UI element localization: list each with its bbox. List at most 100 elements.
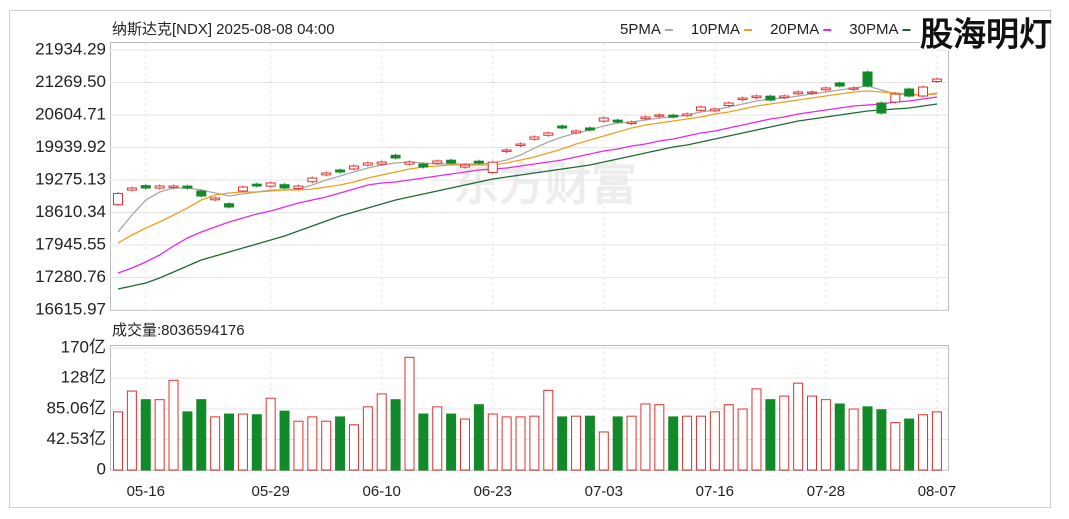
candle-body	[515, 143, 526, 147]
volume-bar	[571, 415, 582, 471]
volume-bar	[737, 408, 748, 471]
volume-bar	[307, 416, 318, 471]
candle-body	[126, 187, 137, 191]
candle-body	[598, 117, 609, 122]
x-tick-label: 06-10	[363, 483, 401, 500]
candle-body	[751, 95, 762, 99]
volume-bar	[126, 390, 137, 471]
x-tick-label: 05-16	[127, 483, 165, 500]
candle-body	[196, 190, 207, 197]
volume-bar	[182, 411, 193, 471]
candle-body	[140, 185, 151, 189]
candle-body	[529, 136, 540, 140]
volume-bar	[598, 431, 609, 471]
y-tick-label: 16615.97	[35, 299, 106, 318]
volume-bar	[265, 397, 276, 471]
candle-body	[890, 93, 901, 103]
candle-body	[807, 91, 817, 94]
candle-body	[432, 160, 443, 164]
candle-body	[418, 163, 429, 168]
x-tick-label: 07-03	[585, 483, 623, 500]
volume-bar	[404, 356, 415, 471]
volume-bar	[890, 422, 901, 471]
volume-bar	[515, 416, 526, 471]
candle-body	[820, 87, 831, 91]
candle-body	[793, 91, 804, 95]
volume-bar	[293, 420, 304, 471]
candle-body	[765, 95, 776, 101]
volume-bar	[584, 415, 595, 471]
candle-body	[654, 114, 665, 117]
candle-body	[251, 183, 262, 187]
candle-body	[293, 185, 304, 190]
x-tick-label: 08-07	[918, 483, 956, 500]
volume-bar	[654, 404, 665, 471]
volume-bar	[612, 416, 623, 471]
legend-label: 5PMA	[620, 21, 661, 38]
volume-bar	[279, 410, 290, 471]
candle-body	[695, 106, 706, 111]
candle-body	[404, 161, 415, 165]
candle-body	[931, 78, 942, 82]
candle-body	[348, 165, 359, 170]
candle-body	[640, 116, 651, 120]
candle-body	[335, 169, 346, 173]
legend-label: 10PMA	[691, 21, 740, 38]
candle-body	[376, 161, 387, 165]
volume-bar	[196, 399, 207, 471]
candle-body	[501, 149, 512, 152]
volume-bar	[682, 415, 693, 471]
candle-body	[237, 186, 248, 192]
volume-bar	[557, 416, 568, 471]
y-tick-label: 128亿	[61, 368, 106, 387]
candle-body	[834, 82, 845, 87]
volume-bar	[487, 413, 498, 471]
volume-bar	[210, 416, 221, 471]
volume-bar	[876, 409, 887, 471]
volume-bar	[723, 404, 734, 471]
candle-body	[390, 154, 401, 159]
candle-body	[668, 114, 679, 118]
volume-bar	[224, 413, 235, 471]
candle-body	[848, 87, 859, 90]
candle-body	[473, 160, 484, 164]
volume-bar	[793, 382, 804, 471]
y-tick-label: 20604.71	[35, 104, 106, 123]
volume-bar	[779, 395, 790, 471]
volume-bar	[113, 411, 123, 471]
candle-body	[446, 159, 457, 164]
volume-bar	[529, 415, 540, 471]
volume-bar	[376, 393, 387, 471]
volume-bar	[709, 411, 720, 471]
candle-body	[626, 121, 637, 125]
candle-body	[543, 132, 554, 136]
volume-bar	[473, 404, 484, 471]
volume-bar	[321, 420, 332, 471]
volume-title: 成交量:8036594176	[112, 321, 245, 339]
volume-bar	[348, 424, 359, 471]
candle-body	[362, 162, 373, 166]
x-tick-label: 06-23	[474, 483, 512, 500]
volume-bar	[140, 399, 151, 471]
volume-bar	[237, 413, 248, 471]
ma-line	[117, 103, 938, 290]
chart-title: 纳斯达克[NDX] 2025-08-08 04:00	[112, 21, 335, 38]
volume-bar	[626, 415, 637, 471]
candle-body	[862, 71, 873, 87]
volume-bar	[751, 388, 762, 471]
volume-bar	[834, 403, 845, 471]
x-tick-label: 07-28	[807, 483, 845, 500]
candle-body	[779, 95, 790, 99]
y-tick-label: 85.06亿	[46, 398, 106, 417]
volume-bar	[501, 416, 512, 471]
volume-bar	[390, 399, 401, 471]
ma-line	[117, 96, 938, 274]
candle-body	[709, 108, 720, 112]
y-tick-label: 19939.92	[35, 137, 106, 156]
volume-bar	[362, 406, 373, 471]
candle-body	[210, 197, 221, 201]
volume-bar	[918, 414, 929, 471]
candle-body	[612, 119, 623, 123]
volume-bar	[335, 416, 346, 471]
